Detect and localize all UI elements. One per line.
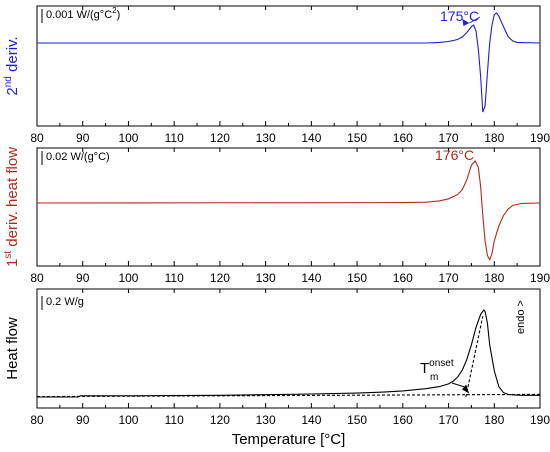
y-axis-label: 1st deriv. heat flow [3,147,21,267]
x-tick-label: 120 [210,413,230,427]
x-tick-label: 140 [301,413,321,427]
scale-bar-label: 0.02 W/(g°C) [46,151,110,163]
x-tick-label: 190 [530,271,550,285]
panel-2nd-derivative: 80 90 100 110 120 130 140 150 160 170 180 190 0.001 … [3,5,550,145]
x-tick-label: 140 [301,131,321,145]
y-label-rest: deriv. heat flow [4,147,21,251]
scale-bar-label: 0.001 W/(g°C2) [46,6,120,21]
x-tick-label: 170 [439,413,459,427]
x-tick-label: 190 [530,131,550,145]
peak-annotation: 176°C [435,147,474,163]
scale-bar-tail: ) [117,9,121,21]
x-tick-label: 180 [484,131,504,145]
x-tick-label: 110 [165,271,184,285]
scale-bar-label: 0.2 W/g [46,296,84,308]
x-tick-label: 160 [393,271,413,285]
annotation-arrowhead [462,384,470,394]
y-label-sup: nd [3,76,14,87]
x-tick-label: 150 [347,131,367,145]
scale-bar-sup: 2 [112,6,117,15]
x-tick-label: 140 [301,271,321,285]
y-label-sup: st [3,251,14,259]
x-tick-label: 100 [118,131,138,145]
x-tick-label: 120 [210,131,230,145]
x-tick-label: 80 [30,131,44,145]
x-tick-label: 170 [439,271,459,285]
plot-frame [36,147,541,267]
baseline-dashed-line [465,315,484,398]
series-line [37,309,540,398]
endo-direction-label: endo > [515,300,527,334]
x-tick-label: 180 [484,271,504,285]
y-axis-label: 2nd deriv. [3,36,21,95]
x-tick-label: 130 [256,413,276,427]
x-tick-label: 100 [118,271,138,285]
x-tick-label: 150 [347,413,367,427]
annotation-arrowhead [462,19,470,26]
x-tick-label: 110 [165,131,184,145]
series-line [37,12,541,113]
x-tick-label: 80 [30,271,44,285]
x-tick-label: 180 [484,413,504,427]
x-tick-label: 90 [76,413,90,427]
tm-onset-annotation: Tonset m [420,358,454,383]
x-tick-label: 160 [393,131,413,145]
annotation-arrow [451,382,467,388]
x-tick-label: 130 [256,131,276,145]
y-axis-label: Heat flow [4,317,21,380]
scale-bar-text: 0.001 W/(g°C [46,9,112,21]
y-label-base: 1 [4,259,21,267]
x-tick-label: 120 [210,271,230,285]
x-tick-label: 150 [347,271,367,285]
annotation-sub: m [430,372,438,383]
x-axis-title: Temperature [°C] [232,431,346,448]
x-tick-label: 80 [30,413,44,427]
annotation-sup: onset [429,358,454,369]
x-tick-label: 160 [393,413,413,427]
x-tick-label: 190 [530,413,550,427]
x-tick-label: 100 [118,413,138,427]
y-label-base: 2 [4,87,21,95]
y-label-rest: deriv. [4,36,21,76]
scale-bar-text: 0.02 W/(g°C) [46,151,110,163]
x-tick-label: 90 [76,131,90,145]
x-tick-label: 170 [439,131,459,145]
panel-1st-derivative-heat-flow: 80 90 100 110 120 130 140 150 160 170 180 190 0.02 W… [3,147,550,285]
x-tick-label: 110 [165,413,184,427]
baseline-dashed-line [36,393,541,398]
scale-bar-text: 0.2 W/g [46,296,84,308]
x-tick-label: 130 [256,271,276,285]
annotation-arrow [469,16,481,24]
series-line [36,160,541,262]
x-tick-label: 90 [76,271,90,285]
panel-heat-flow: 80 90 100 110 120 130 140 150 160 170 180 190 0.2 W/… [4,288,550,448]
peak-annotation: 175°C [440,8,479,24]
annotation-main: T [420,360,429,377]
